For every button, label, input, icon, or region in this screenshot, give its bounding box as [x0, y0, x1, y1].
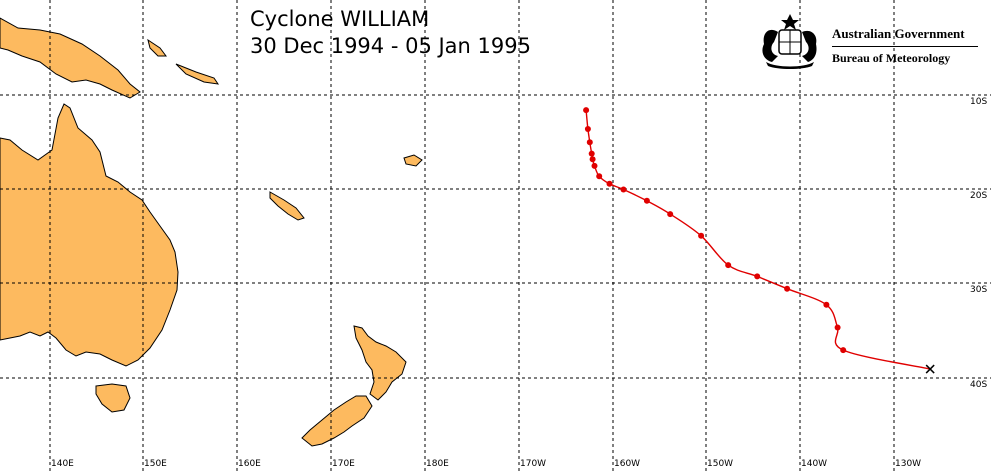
track-point: [823, 301, 830, 308]
longitude-label: 140E: [51, 459, 74, 469]
fiji-landmass: [403, 154, 423, 167]
track-point: [754, 273, 761, 280]
logo-divider: [832, 46, 978, 47]
latitude-label: 10S: [970, 97, 988, 107]
new-guinea-landmass: [0, 17, 141, 99]
cyclone-track: [583, 107, 935, 374]
longitude-label: 160W: [614, 459, 641, 469]
tasmania-landmass: [95, 383, 131, 413]
longitude-label: 140W: [801, 459, 828, 469]
track-point: [725, 262, 732, 269]
storm-name: Cyclone WILLIAM: [250, 7, 430, 31]
landmasses: [0, 17, 423, 447]
track-point: [834, 324, 841, 331]
north-island-nz-landmass: [353, 325, 407, 401]
latitude-label: 40S: [970, 380, 988, 390]
storm-date-range: 30 Dec 1994 - 05 Jan 1995: [250, 34, 531, 58]
agency-logo: Australian Government Bureau of Meteorol…: [752, 12, 982, 70]
track-point: [586, 139, 593, 146]
track-point: [643, 197, 650, 204]
south-island-nz-landmass: [301, 395, 373, 447]
new-caledonia-landmass: [269, 191, 305, 221]
track-line: [585, 110, 931, 370]
government-name: Australian Government: [832, 26, 965, 41]
track-point: [606, 180, 613, 187]
longitude-label: 180E: [426, 459, 449, 469]
track-point: [591, 162, 598, 169]
track-point: [588, 150, 595, 157]
map-title: Cyclone WILLIAM 30 Dec 1994 - 05 Jan 199…: [250, 6, 531, 60]
longitude-label: 150W: [707, 459, 734, 469]
longitude-label: 170E: [332, 459, 355, 469]
track-point: [620, 186, 627, 193]
solomon-islands-landmass: [175, 63, 220, 85]
longitude-label: 170W: [520, 459, 547, 469]
coat-of-arms-icon: [762, 14, 817, 69]
latitude-label: 30S: [970, 285, 988, 295]
bureau-name: Bureau of Meteorology: [832, 51, 951, 65]
longitude-label: 160E: [238, 459, 261, 469]
longitude-label: 130W: [895, 459, 922, 469]
latitude-label: 20S: [970, 191, 988, 201]
track-point: [667, 211, 674, 218]
australia-landmass: [0, 103, 179, 367]
longitude-label: 150E: [144, 459, 167, 469]
track-point: [840, 347, 847, 354]
track-point: [584, 126, 591, 132]
track-end-marker: [925, 364, 935, 374]
track-point: [596, 173, 603, 180]
track-point: [583, 107, 590, 114]
track-point: [784, 285, 791, 292]
track-point: [589, 156, 596, 163]
bougainville-landmass: [147, 38, 167, 57]
track-point: [698, 232, 705, 239]
